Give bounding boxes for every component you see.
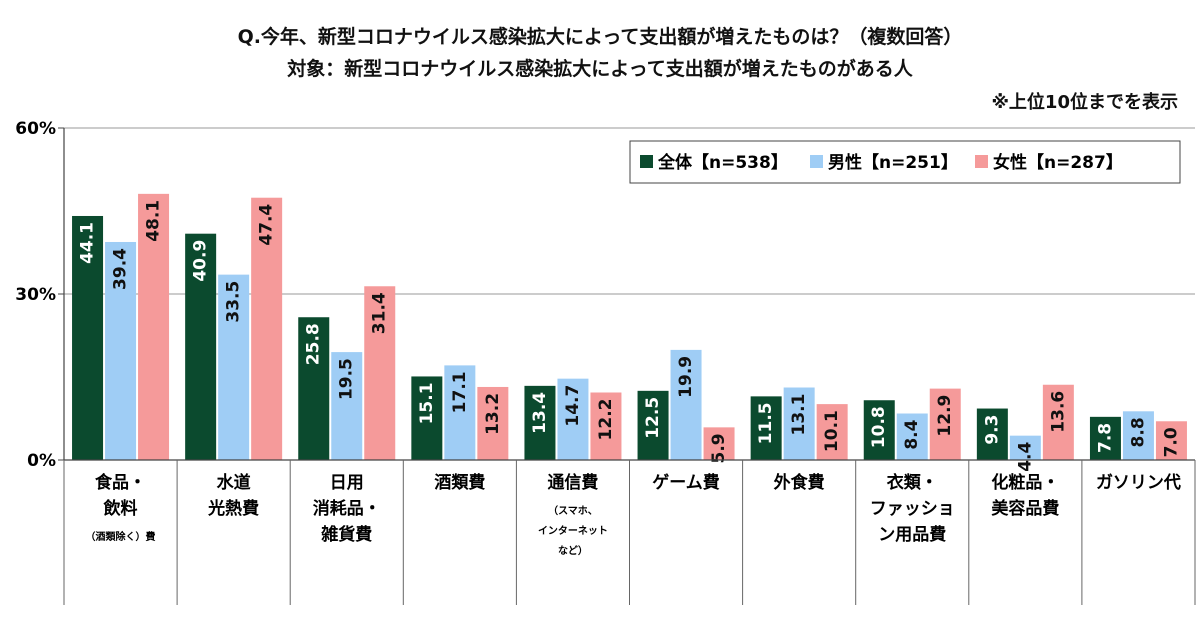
bar	[557, 378, 589, 460]
bar	[1122, 411, 1154, 460]
bar-value-label: 8.8	[1128, 417, 1148, 447]
x-category-label: 化粧品・	[991, 472, 1059, 493]
bar-value-label: 25.8	[304, 323, 324, 365]
bar	[670, 349, 702, 460]
bar-value-label: 8.4	[902, 419, 922, 449]
x-category-label: 食品・	[95, 472, 146, 493]
x-category-label: ガソリン代	[1096, 472, 1181, 493]
bar	[331, 352, 363, 460]
bar-value-label: 48.1	[144, 200, 164, 242]
legend-label: 全体【n=538】	[657, 152, 788, 173]
x-category-label: インターネット	[538, 525, 608, 537]
legend-swatch	[640, 155, 653, 168]
y-tick-label: 30%	[15, 285, 56, 305]
chart-subtitle: 対象：新型コロナウイルス感染拡大によって支出額が増えたものがある人	[287, 58, 913, 80]
bar	[816, 404, 848, 460]
bar	[185, 233, 217, 460]
bar-value-label: 12.9	[935, 395, 955, 437]
x-category-label: 外食費	[774, 472, 825, 493]
x-category-label: （スマホ、	[548, 504, 598, 517]
bar	[477, 386, 509, 460]
bar-value-label: 10.1	[822, 410, 842, 452]
bar-value-label: 9.3	[982, 415, 1002, 445]
x-category-label: ゲーム費	[652, 472, 720, 493]
bar-value-label: 40.9	[191, 240, 211, 282]
bar-value-label: 14.7	[563, 385, 583, 427]
bar-value-label: 47.4	[257, 204, 277, 246]
bar-value-label: 12.2	[596, 398, 616, 440]
x-category-label: 酒類費	[434, 472, 485, 493]
bar	[72, 215, 104, 460]
bar-value-label: 33.5	[224, 281, 244, 323]
x-category-label: ファッショ	[870, 499, 955, 519]
bar-value-label: 44.1	[78, 222, 98, 264]
bar-value-label: 31.4	[370, 292, 390, 334]
bar-value-label: 5.9	[709, 433, 729, 463]
y-tick-label: 60%	[15, 119, 56, 139]
bar	[444, 365, 476, 460]
bar	[298, 317, 330, 460]
x-category-label: 衣類・	[887, 472, 938, 493]
bar-value-label: 7.0	[1161, 427, 1181, 457]
chart-note: ※上位10位までを表示	[991, 92, 1178, 113]
bar-value-label: 15.1	[417, 382, 437, 424]
bar	[590, 392, 622, 460]
bar	[750, 396, 782, 460]
bar-value-label: 39.4	[111, 248, 131, 290]
x-category-label: 雑貨費	[320, 524, 372, 545]
x-category-label: 飲料	[103, 498, 138, 519]
bar-value-label: 13.2	[483, 393, 503, 435]
bar	[1042, 384, 1074, 460]
bar	[218, 274, 250, 460]
bar	[251, 197, 283, 460]
legend-label: 女性【n=287】	[993, 152, 1123, 173]
bar	[1009, 435, 1041, 460]
x-category-label: 消耗品・	[313, 498, 381, 519]
bar	[783, 387, 815, 460]
bar-value-label: 19.9	[676, 356, 696, 398]
legend-box	[629, 140, 1181, 184]
x-category-label: 水道	[217, 472, 251, 493]
legend-swatch	[810, 155, 823, 168]
bar-value-label: 12.5	[643, 397, 663, 439]
bar-value-label: 13.6	[1048, 391, 1068, 433]
bar	[138, 193, 170, 460]
x-category-label: 日用	[330, 473, 364, 493]
bar	[929, 388, 961, 460]
bar	[105, 241, 137, 460]
bar	[896, 413, 928, 460]
legend-swatch	[975, 155, 988, 168]
x-category-label: 通信費	[547, 472, 598, 493]
bar-value-label: 17.1	[450, 371, 470, 413]
bar	[703, 427, 735, 460]
x-category-label: ン用品費	[878, 524, 946, 545]
chart-title: Q.今年、新型コロナウイルス感染拡大によって支出額が増えたものは？（複数回答）	[237, 26, 963, 48]
bar-value-label: 19.5	[337, 358, 357, 400]
bar-value-label: 4.4	[1015, 441, 1035, 471]
bar-value-label: 10.8	[869, 406, 889, 448]
bar-value-label: 7.8	[1095, 423, 1115, 453]
x-category-label: など）	[558, 544, 588, 557]
x-category-label: 光熱費	[207, 498, 259, 519]
bar	[1155, 421, 1187, 460]
y-tick-label: 0%	[27, 451, 56, 471]
x-category-label: 美容品費	[991, 498, 1059, 519]
x-category-label: （酒類除く）費	[86, 530, 156, 543]
bar	[863, 400, 895, 460]
bar	[411, 376, 443, 460]
bar-value-label: 11.5	[756, 402, 776, 444]
bar-value-label: 13.1	[789, 394, 809, 436]
bar	[364, 286, 396, 460]
bar	[637, 390, 669, 460]
bar	[524, 385, 556, 460]
legend-label: 男性【n=251】	[828, 152, 958, 173]
bar-value-label: 13.4	[530, 392, 550, 434]
bar	[1089, 416, 1121, 460]
bar	[976, 408, 1008, 460]
